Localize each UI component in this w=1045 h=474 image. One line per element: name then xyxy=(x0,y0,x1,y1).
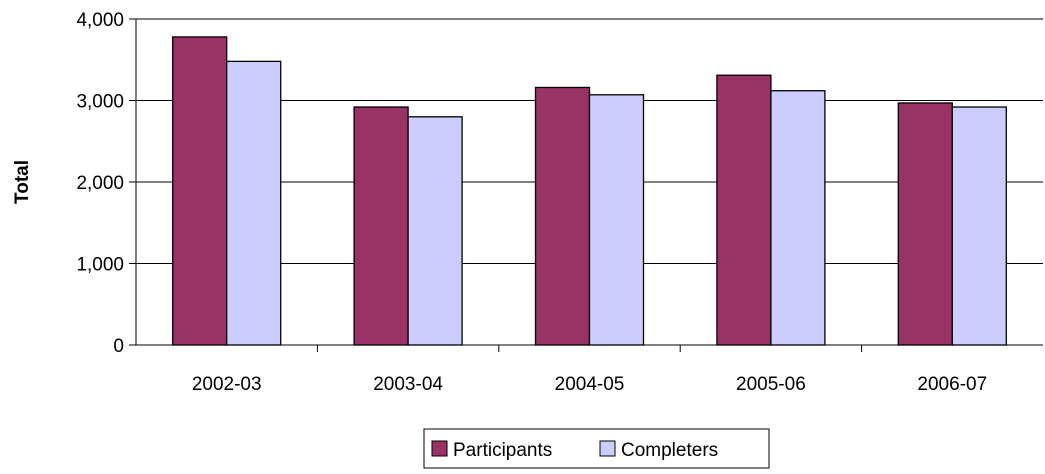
legend-label-completers: Completers xyxy=(621,440,718,461)
legend-swatch-completers xyxy=(599,440,616,457)
axes xyxy=(129,18,1043,352)
y-tick-label: 1,000 xyxy=(76,255,124,276)
bar-completers-2004-05 xyxy=(588,94,645,346)
y-tick-label: 3,000 xyxy=(76,92,124,113)
bar-completers-2005-06 xyxy=(770,90,826,346)
y-tick-label: 0 xyxy=(113,336,124,357)
bar-participants-2002-03 xyxy=(172,36,228,346)
x-tick-label: 2006-07 xyxy=(917,374,987,395)
y-tick-label: 4,000 xyxy=(76,10,124,31)
bar-participants-2003-04 xyxy=(353,106,409,346)
axis-labels: 0 1,000 2,000 3,000 4,000 2002-03 2003-04 2004-… xyxy=(76,10,987,395)
bar-participants-2006-07 xyxy=(897,102,953,346)
x-tick-label: 2003-04 xyxy=(373,374,443,395)
legend-swatch-participants xyxy=(431,440,448,457)
bars xyxy=(172,36,1007,346)
y-axis-title: Total xyxy=(12,160,33,204)
legend-label-participants: Participants xyxy=(453,440,552,461)
bar-participants-2004-05 xyxy=(534,86,591,346)
bar-participants-2005-06 xyxy=(716,74,772,346)
x-tick-label: 2002-03 xyxy=(192,374,262,395)
y-tick-label: 2,000 xyxy=(76,173,124,194)
legend: Participants Completers xyxy=(423,428,770,469)
legend-box xyxy=(423,428,770,469)
bar-completers-2006-07 xyxy=(951,106,1007,346)
bar-completers-2003-04 xyxy=(407,116,463,346)
x-tick-label: 2004-05 xyxy=(555,374,625,395)
bar-completers-2002-03 xyxy=(226,60,282,346)
x-tick-label: 2005-06 xyxy=(736,374,806,395)
